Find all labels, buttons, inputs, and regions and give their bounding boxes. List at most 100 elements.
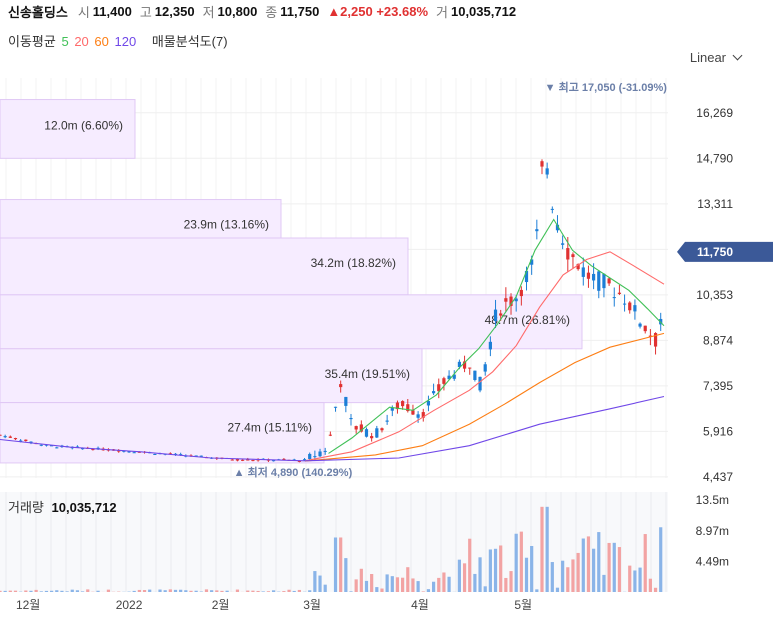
volume-bar <box>349 591 353 592</box>
volume-bar <box>457 559 462 592</box>
candle-body <box>29 441 33 443</box>
volume-label: 거 <box>436 4 448 20</box>
x-tick-label: 3월 <box>303 598 321 612</box>
volume-bar <box>406 567 410 592</box>
current-price-badge <box>677 241 773 262</box>
candle-body <box>0 434 2 436</box>
candle-body <box>540 161 544 167</box>
candle-body <box>545 168 549 175</box>
volume-bar <box>3 590 7 592</box>
candle-body <box>457 361 462 368</box>
volume-tick-label: 13.5m <box>696 493 729 507</box>
volume-bar <box>524 557 529 592</box>
volume-bar <box>184 590 188 592</box>
volume-bar <box>586 536 591 592</box>
max-annotation: ▼ 최고 17,050 (-31.09%) <box>545 80 668 94</box>
volume-bar <box>566 567 570 592</box>
volume-bar <box>60 590 64 592</box>
candle-body <box>344 396 348 406</box>
volume-bar <box>602 574 606 592</box>
candle-body <box>359 424 363 432</box>
ma20-label[interactable]: 20 <box>74 34 89 49</box>
ma5-label[interactable]: 5 <box>61 34 69 49</box>
candle-body <box>581 267 585 277</box>
candle-body <box>648 335 652 337</box>
candle-body <box>426 400 431 406</box>
candle-body <box>586 272 591 279</box>
volume-bar <box>643 534 647 592</box>
x-tick-label: 2022 <box>116 598 143 612</box>
volume-bar <box>173 589 178 592</box>
candle-body <box>117 450 121 452</box>
candle-body <box>452 374 456 379</box>
volume-bar <box>220 590 224 592</box>
candle-body <box>566 248 570 260</box>
y-tick-label: 16,269 <box>696 106 733 120</box>
candle-body <box>576 264 580 270</box>
volume-bar <box>561 560 565 592</box>
candle-body <box>555 224 560 231</box>
volume-bar <box>380 588 384 592</box>
candle-body <box>602 273 606 289</box>
volume-bar <box>96 590 100 592</box>
volume-bar <box>426 589 431 592</box>
volume-bar <box>416 581 420 592</box>
volume-bar <box>493 548 498 592</box>
candle-body <box>44 444 49 446</box>
volume-bar <box>607 542 611 592</box>
volume-bar <box>638 567 642 592</box>
candle-body <box>194 455 198 457</box>
volume-bar <box>633 570 637 592</box>
candle-body <box>246 459 250 461</box>
ma-legend: 이동평균 5 20 60 120 매물분석도(7) <box>8 31 230 50</box>
volume-bar <box>86 589 90 592</box>
candle-body <box>308 453 312 460</box>
candle-body <box>509 296 513 306</box>
candle-body <box>153 454 157 456</box>
ma60-label[interactable]: 60 <box>94 34 109 49</box>
candle-body <box>622 303 627 305</box>
volume-bar <box>540 506 544 592</box>
volume-profile-toggle[interactable]: 매물분석도(7) <box>151 34 228 49</box>
ma120-label[interactable]: 120 <box>114 34 137 49</box>
scale-selector[interactable]: Linear <box>690 50 743 65</box>
volume-bar <box>251 590 255 592</box>
x-tick-label: 4월 <box>411 598 429 612</box>
candle-body <box>395 402 400 410</box>
candle-body <box>50 445 54 447</box>
y-tick-label: 4,437 <box>703 470 733 484</box>
candle-body <box>385 420 389 422</box>
open-label: 시 <box>77 4 90 20</box>
volume-bar <box>271 590 276 592</box>
volume-profile-label: 23.9m (13.16%) <box>184 218 269 232</box>
volume-bar <box>235 589 240 592</box>
low-value: 10,800 <box>217 3 258 19</box>
candle-body <box>638 323 642 327</box>
volume-bar <box>571 559 575 592</box>
candle-body <box>375 428 379 438</box>
candle-body <box>468 367 472 369</box>
x-tick-label: 5월 <box>514 598 532 612</box>
candle-body <box>302 459 307 461</box>
volume-bar <box>168 589 172 592</box>
candle-body <box>442 378 446 384</box>
volume-bar <box>282 591 286 592</box>
candle-body <box>524 270 529 283</box>
volume-bar <box>514 533 518 592</box>
y-tick-label: 10,353 <box>696 288 733 302</box>
volume-profile-label: 48.7m (26.81%) <box>485 313 570 327</box>
candle-body <box>401 401 405 407</box>
candle-body <box>3 436 7 438</box>
candle-body <box>55 447 59 449</box>
candle-body <box>535 229 539 232</box>
volume-bar <box>617 547 622 592</box>
volume-bar <box>179 589 183 592</box>
volume-header-label: 거래량 <box>8 500 44 515</box>
candle-body <box>653 333 658 347</box>
volume-bar <box>612 542 616 592</box>
x-tick-label: 12월 <box>16 598 40 612</box>
volume-tick-label: 8.97m <box>696 524 729 538</box>
ma-legend-label: 이동평균 <box>8 34 56 49</box>
volume-bar <box>318 575 322 592</box>
